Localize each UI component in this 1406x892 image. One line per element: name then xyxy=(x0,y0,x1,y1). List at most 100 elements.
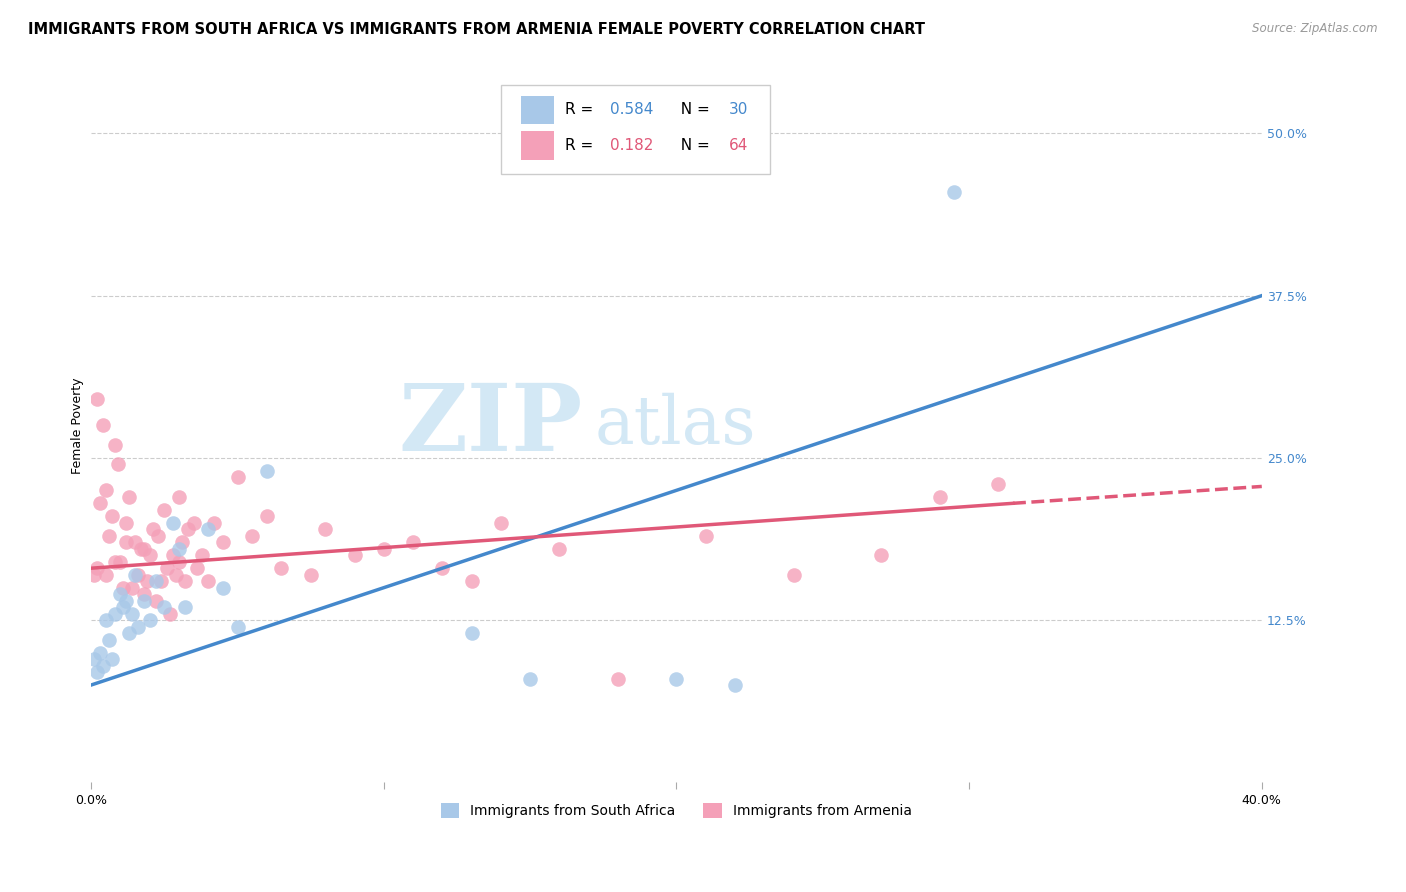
Point xyxy=(489,516,512,530)
Point xyxy=(94,567,117,582)
Point xyxy=(132,593,155,607)
Point xyxy=(156,561,179,575)
Text: N =: N = xyxy=(671,103,714,118)
Text: 0.182: 0.182 xyxy=(610,138,654,153)
Point xyxy=(191,548,214,562)
Point xyxy=(89,496,111,510)
Point xyxy=(142,522,165,536)
Point xyxy=(519,672,541,686)
Text: atlas: atlas xyxy=(595,392,756,458)
Point xyxy=(145,574,167,589)
Point xyxy=(202,516,225,530)
Point xyxy=(132,541,155,556)
Point xyxy=(212,535,235,549)
Point xyxy=(100,652,122,666)
Point xyxy=(162,516,184,530)
Point xyxy=(153,600,176,615)
Point xyxy=(121,607,143,621)
Point xyxy=(270,561,292,575)
Point xyxy=(115,593,138,607)
Point xyxy=(104,555,127,569)
Point xyxy=(112,600,135,615)
Text: R =: R = xyxy=(565,138,599,153)
Point xyxy=(97,632,120,647)
Point xyxy=(987,476,1010,491)
Point xyxy=(86,665,108,679)
FancyBboxPatch shape xyxy=(520,95,554,124)
Point xyxy=(94,483,117,498)
FancyBboxPatch shape xyxy=(520,131,554,160)
Point xyxy=(153,503,176,517)
Point xyxy=(107,458,129,472)
Point xyxy=(110,587,132,601)
Point xyxy=(138,548,160,562)
Point xyxy=(132,587,155,601)
Point xyxy=(115,535,138,549)
Point xyxy=(121,581,143,595)
Point xyxy=(129,541,152,556)
Point xyxy=(89,646,111,660)
Text: IMMIGRANTS FROM SOUTH AFRICA VS IMMIGRANTS FROM ARMENIA FEMALE POVERTY CORRELATI: IMMIGRANTS FROM SOUTH AFRICA VS IMMIGRAN… xyxy=(28,22,925,37)
Point xyxy=(256,509,278,524)
Point xyxy=(118,490,141,504)
Point xyxy=(94,613,117,627)
Text: N =: N = xyxy=(671,138,714,153)
Point xyxy=(226,470,249,484)
Point xyxy=(100,509,122,524)
Point xyxy=(460,626,482,640)
Point xyxy=(115,516,138,530)
Point xyxy=(177,522,200,536)
Point xyxy=(870,548,893,562)
Point xyxy=(943,185,966,199)
Point xyxy=(460,574,482,589)
Point xyxy=(173,574,195,589)
Point xyxy=(127,567,149,582)
Point xyxy=(112,581,135,595)
Point xyxy=(170,535,193,549)
Point xyxy=(167,490,190,504)
Point xyxy=(91,418,114,433)
Text: ZIP: ZIP xyxy=(398,380,583,470)
Point xyxy=(782,567,804,582)
Point xyxy=(159,607,181,621)
Point xyxy=(83,567,105,582)
Point xyxy=(104,607,127,621)
Point xyxy=(110,555,132,569)
FancyBboxPatch shape xyxy=(501,85,770,174)
Point xyxy=(173,600,195,615)
Point xyxy=(145,593,167,607)
Point xyxy=(165,567,187,582)
Point xyxy=(226,619,249,633)
Point xyxy=(97,529,120,543)
Point xyxy=(104,438,127,452)
Point xyxy=(695,529,717,543)
Point xyxy=(86,392,108,407)
Point xyxy=(197,522,219,536)
Point xyxy=(197,574,219,589)
Point xyxy=(240,529,263,543)
Point xyxy=(150,574,173,589)
Point xyxy=(373,541,395,556)
Point xyxy=(183,516,205,530)
Point xyxy=(928,490,950,504)
Text: R =: R = xyxy=(565,103,599,118)
Point xyxy=(138,613,160,627)
Point xyxy=(607,672,630,686)
Legend: Immigrants from South Africa, Immigrants from Armenia: Immigrants from South Africa, Immigrants… xyxy=(434,797,918,825)
Point xyxy=(402,535,425,549)
Point xyxy=(299,567,322,582)
Point xyxy=(186,561,208,575)
Point xyxy=(127,619,149,633)
Point xyxy=(83,652,105,666)
Point xyxy=(124,567,146,582)
Text: 30: 30 xyxy=(730,103,748,118)
Point xyxy=(432,561,454,575)
Point xyxy=(91,658,114,673)
Y-axis label: Female Poverty: Female Poverty xyxy=(72,377,84,474)
Point xyxy=(162,548,184,562)
Point xyxy=(124,535,146,549)
Point xyxy=(314,522,336,536)
Point xyxy=(86,561,108,575)
Text: Source: ZipAtlas.com: Source: ZipAtlas.com xyxy=(1253,22,1378,36)
Point xyxy=(724,678,747,692)
